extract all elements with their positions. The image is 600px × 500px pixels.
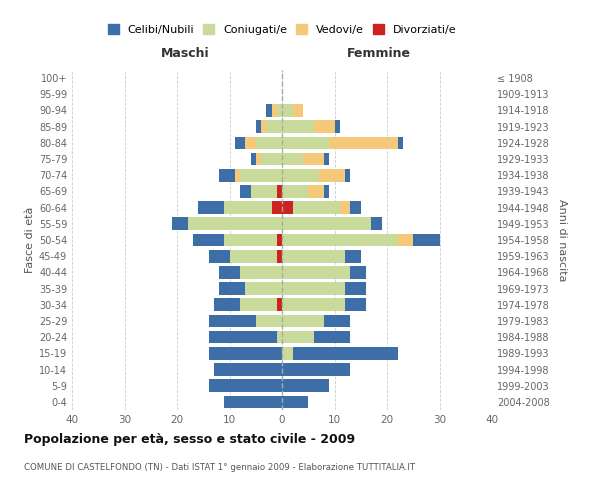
Bar: [293, 104, 303, 117]
Bar: [198, 202, 224, 214]
Bar: [324, 185, 329, 198]
Bar: [224, 234, 277, 246]
Bar: [256, 152, 261, 166]
Bar: [193, 234, 224, 246]
Bar: [240, 266, 282, 278]
Bar: [282, 234, 398, 246]
Bar: [319, 169, 345, 181]
Bar: [282, 363, 350, 376]
Bar: [308, 185, 324, 198]
Bar: [209, 331, 277, 344]
Bar: [303, 152, 324, 166]
Bar: [209, 314, 256, 328]
Bar: [329, 136, 398, 149]
Bar: [340, 202, 350, 214]
Bar: [282, 347, 293, 360]
Bar: [282, 136, 329, 149]
Bar: [314, 120, 335, 133]
Bar: [251, 152, 256, 166]
Bar: [345, 298, 366, 311]
Bar: [282, 120, 314, 133]
Bar: [266, 104, 271, 117]
Bar: [224, 396, 282, 408]
Y-axis label: Fasce di età: Fasce di età: [25, 207, 35, 273]
Bar: [345, 250, 361, 262]
Bar: [187, 218, 282, 230]
Bar: [245, 282, 282, 295]
Bar: [235, 169, 240, 181]
Y-axis label: Anni di nascita: Anni di nascita: [557, 198, 566, 281]
Bar: [271, 202, 282, 214]
Bar: [219, 169, 235, 181]
Bar: [229, 250, 277, 262]
Text: Maschi: Maschi: [161, 47, 210, 60]
Bar: [277, 234, 282, 246]
Bar: [282, 282, 345, 295]
Bar: [345, 169, 350, 181]
Text: Popolazione per età, sesso e stato civile - 2009: Popolazione per età, sesso e stato civil…: [24, 432, 355, 446]
Text: COMUNE DI CASTELFONDO (TN) - Dati ISTAT 1° gennaio 2009 - Elaborazione TUTTITALI: COMUNE DI CASTELFONDO (TN) - Dati ISTAT …: [24, 462, 415, 471]
Bar: [240, 169, 282, 181]
Bar: [314, 331, 350, 344]
Bar: [209, 250, 229, 262]
Bar: [219, 282, 245, 295]
Bar: [209, 347, 282, 360]
Bar: [256, 120, 261, 133]
Bar: [324, 152, 329, 166]
Bar: [282, 152, 303, 166]
Bar: [282, 314, 324, 328]
Bar: [277, 250, 282, 262]
Bar: [261, 152, 282, 166]
Bar: [335, 120, 340, 133]
Bar: [282, 169, 319, 181]
Bar: [214, 363, 282, 376]
Bar: [256, 136, 282, 149]
Bar: [413, 234, 439, 246]
Bar: [245, 136, 256, 149]
Bar: [282, 396, 308, 408]
Bar: [256, 314, 282, 328]
Bar: [251, 185, 277, 198]
Bar: [282, 298, 345, 311]
Bar: [240, 298, 277, 311]
Bar: [277, 104, 282, 117]
Bar: [261, 120, 266, 133]
Bar: [282, 266, 350, 278]
Bar: [235, 136, 245, 149]
Bar: [282, 185, 308, 198]
Bar: [219, 266, 240, 278]
Bar: [282, 331, 314, 344]
Bar: [214, 298, 240, 311]
Bar: [277, 185, 282, 198]
Bar: [282, 380, 329, 392]
Bar: [345, 282, 366, 295]
Bar: [350, 202, 361, 214]
Bar: [398, 136, 403, 149]
Bar: [282, 250, 345, 262]
Bar: [282, 104, 293, 117]
Bar: [293, 347, 398, 360]
Bar: [398, 234, 413, 246]
Legend: Celibi/Nubili, Coniugati/e, Vedovi/e, Divorziati/e: Celibi/Nubili, Coniugati/e, Vedovi/e, Di…: [104, 21, 460, 38]
Bar: [371, 218, 382, 230]
Bar: [271, 104, 277, 117]
Bar: [266, 120, 282, 133]
Text: Femmine: Femmine: [347, 47, 410, 60]
Bar: [277, 331, 282, 344]
Bar: [209, 380, 282, 392]
Bar: [282, 202, 293, 214]
Bar: [350, 266, 366, 278]
Bar: [172, 218, 187, 230]
Bar: [240, 185, 251, 198]
Bar: [324, 314, 350, 328]
Bar: [282, 218, 371, 230]
Bar: [224, 202, 271, 214]
Bar: [277, 298, 282, 311]
Bar: [293, 202, 340, 214]
